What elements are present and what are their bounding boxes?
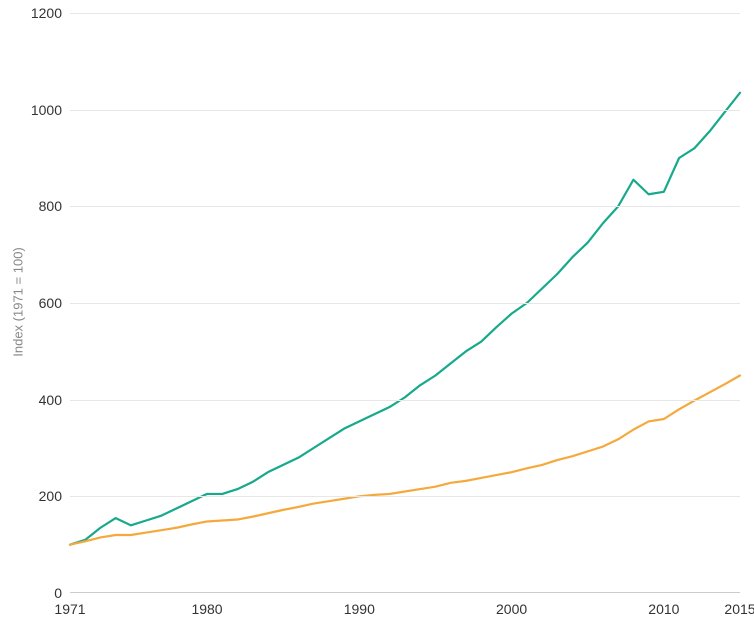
- x-tick-label: 1980: [191, 593, 222, 617]
- gridline: [70, 303, 740, 304]
- x-axis-line: [70, 592, 740, 593]
- y-axis-title: Index (1971 = 100): [11, 247, 26, 357]
- y-tick-label: 200: [39, 488, 70, 504]
- gridline: [70, 110, 740, 111]
- gridline: [70, 13, 740, 14]
- y-tick-label: 1000: [31, 102, 70, 118]
- plot-area: 0200400600800100012001971198019902000201…: [70, 12, 740, 593]
- x-tick-label: 2010: [648, 593, 679, 617]
- x-tick-label: 2015: [724, 593, 754, 617]
- gridline: [70, 496, 740, 497]
- y-tick-label: 1200: [31, 5, 70, 21]
- gridline: [70, 206, 740, 207]
- x-tick-label: 2000: [496, 593, 527, 617]
- y-tick-label: 400: [39, 392, 70, 408]
- index-line-chart: 0200400600800100012001971198019902000201…: [0, 0, 754, 628]
- gridline: [70, 400, 740, 401]
- y-tick-label: 800: [39, 198, 70, 214]
- series-line-series-b: [70, 376, 740, 545]
- x-tick-label: 1971: [54, 593, 85, 617]
- y-tick-label: 600: [39, 295, 70, 311]
- x-tick-label: 1990: [344, 593, 375, 617]
- series-line-series-a: [70, 93, 740, 545]
